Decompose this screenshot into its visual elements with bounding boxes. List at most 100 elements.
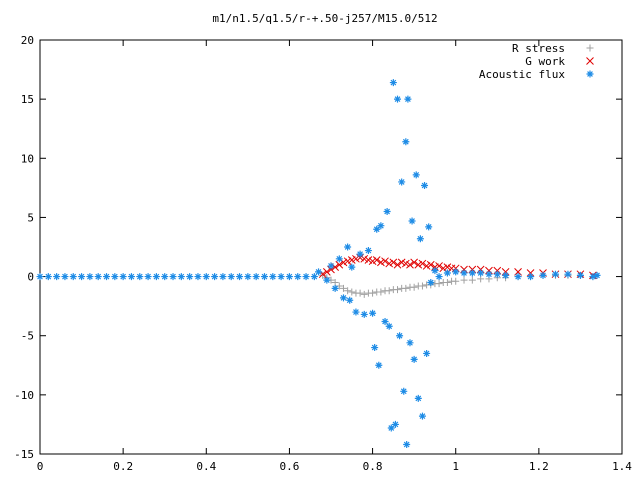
g-work-point: [476, 265, 485, 274]
acoustic-flux-point: [44, 273, 52, 281]
acoustic-flux-point: [375, 361, 383, 369]
acoustic-flux-point: [269, 273, 277, 281]
x-tick-label: 0.8: [363, 460, 383, 473]
r-stress-point: [452, 277, 460, 285]
acoustic-flux-point: [335, 255, 343, 263]
acoustic-flux-point: [527, 273, 535, 281]
x-tick-label: 0.4: [196, 460, 216, 473]
acoustic-flux-point: [425, 223, 433, 231]
acoustic-flux-point: [564, 270, 572, 278]
x-tick-label: 0: [37, 460, 44, 473]
g-work-point: [418, 259, 427, 268]
acoustic-flux-point: [285, 273, 293, 281]
r-stress-point: [377, 288, 385, 296]
acoustic-flux-point: [277, 273, 285, 281]
acoustic-flux-point: [169, 273, 177, 281]
acoustic-flux-point: [69, 273, 77, 281]
r-stress-point: [369, 289, 377, 297]
acoustic-flux-point: [493, 270, 501, 278]
acoustic-flux-point: [576, 271, 584, 279]
g-work-point: [485, 266, 493, 275]
acoustic-flux-point: [323, 276, 331, 284]
acoustic-flux-point: [389, 79, 397, 87]
acoustic-flux-point: [477, 269, 485, 277]
acoustic-flux-point: [86, 273, 94, 281]
chart-title: m1/n1.5/q1.5/r-+.50-j257/M15.0/512: [212, 12, 437, 25]
acoustic-flux-point: [421, 181, 429, 189]
g-work-point: [493, 266, 502, 275]
acoustic-flux-point: [211, 273, 219, 281]
acoustic-flux-point: [403, 441, 411, 449]
acoustic-flux-point: [396, 332, 404, 340]
g-work-point: [335, 260, 344, 269]
acoustic-flux-point: [593, 271, 601, 279]
data-marks: [36, 79, 601, 449]
acoustic-flux-point: [423, 349, 431, 357]
acoustic-flux-point: [408, 217, 416, 225]
acoustic-flux-point: [119, 273, 127, 281]
legend-label: Acoustic flux: [479, 68, 565, 81]
acoustic-flux-point: [111, 273, 119, 281]
acoustic-flux-point: [431, 267, 439, 275]
acoustic-flux-point: [400, 387, 408, 395]
acoustic-flux-point: [36, 273, 44, 281]
r-stress-point: [435, 280, 443, 288]
acoustic-flux-point: [352, 308, 360, 316]
acoustic-flux-point: [414, 394, 422, 402]
g-work-point: [468, 265, 477, 274]
g-work-point: [501, 267, 510, 276]
acoustic-flux-point: [78, 273, 86, 281]
y-tick-label: -10: [14, 389, 34, 402]
x-tick-label: 1.2: [529, 460, 549, 473]
r-stress-point: [356, 289, 364, 297]
r-stress-point: [418, 282, 426, 290]
series-2: [36, 79, 601, 449]
acoustic-flux-point: [460, 269, 468, 277]
acoustic-flux-point: [373, 225, 381, 233]
acoustic-flux-point: [387, 424, 395, 432]
acoustic-flux-point: [391, 420, 399, 428]
g-work-point: [322, 267, 331, 276]
acoustic-flux-point: [404, 95, 412, 103]
g-work-point: [372, 256, 381, 264]
acoustic-flux-point: [302, 273, 310, 281]
x-tick-label: 1.4: [612, 460, 632, 473]
g-work-point: [426, 260, 435, 269]
acoustic-flux-point: [360, 310, 368, 318]
y-tick-label: -15: [14, 448, 34, 461]
r-stress-point: [331, 278, 339, 286]
r-stress-point: [443, 278, 451, 286]
r-stress-point: [402, 284, 410, 292]
r-stress-point: [385, 287, 393, 295]
acoustic-flux-point: [244, 273, 252, 281]
y-tick-label: 10: [21, 152, 34, 165]
g-work-point: [451, 264, 460, 273]
acoustic-flux-point: [236, 273, 244, 281]
acoustic-flux-point: [202, 273, 210, 281]
x-tick-label: 0.6: [279, 460, 299, 473]
r-stress-point: [339, 284, 347, 292]
acoustic-flux-point: [315, 268, 323, 276]
acoustic-flux-point: [468, 269, 476, 277]
acoustic-flux-point: [331, 284, 339, 292]
y-tick-label: 20: [21, 34, 34, 47]
acoustic-flux-point: [152, 273, 160, 281]
r-stress-point: [468, 276, 476, 284]
axis-ticks: 0 0.2 0.4 0.6 0.8 1 1.2 1.4 20 15 10 5 0 -5 -10 -15: [14, 34, 632, 473]
acoustic-flux-point: [435, 273, 443, 281]
acoustic-flux-point: [177, 273, 185, 281]
acoustic-flux-point: [219, 273, 227, 281]
r-stress-point: [410, 283, 418, 291]
acoustic-flux-point: [502, 271, 510, 279]
g-work-point: [410, 258, 418, 267]
acoustic-flux-point: [103, 273, 111, 281]
r-stress-point: [477, 275, 485, 283]
r-stress-point: [319, 271, 327, 279]
y-tick-label: -5: [21, 330, 34, 343]
acoustic-flux-point: [402, 138, 410, 146]
acoustic-flux-point: [485, 270, 493, 278]
g-work-point: [393, 260, 402, 269]
acoustic-flux-point: [327, 262, 335, 270]
